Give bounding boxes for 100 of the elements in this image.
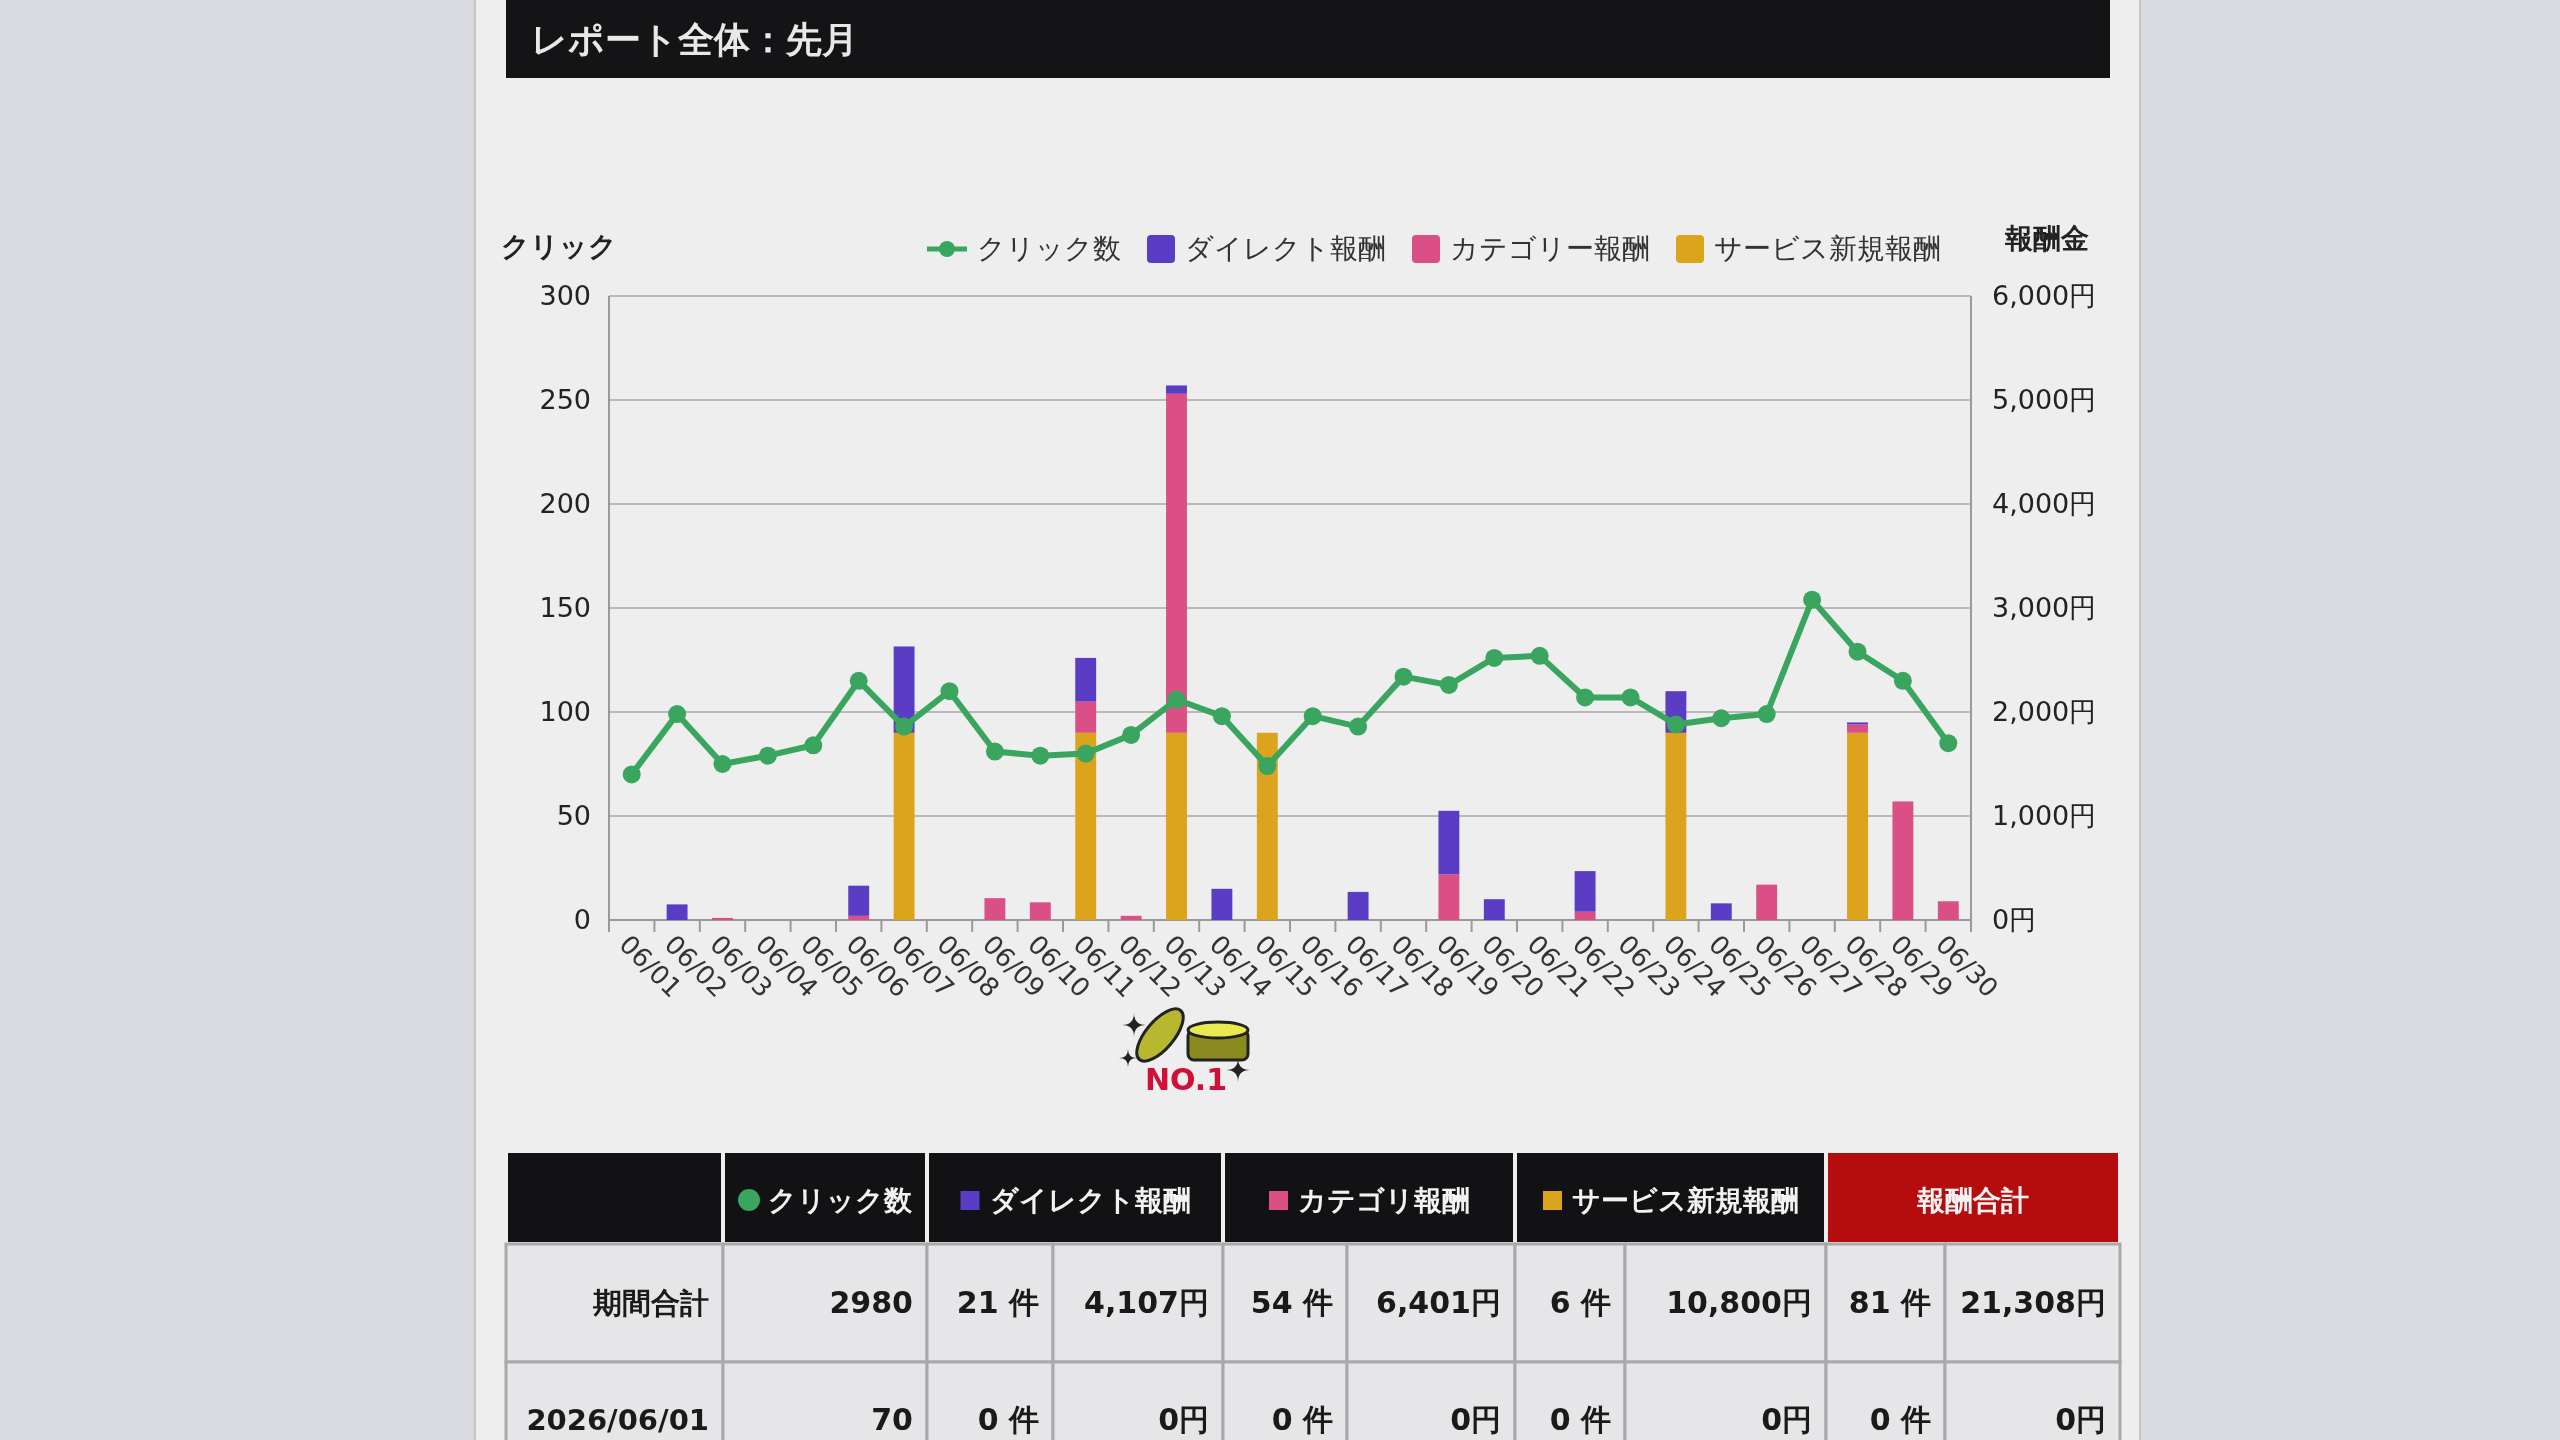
text: 2980 [829, 1285, 913, 1320]
bar [893, 732, 915, 920]
legend-label: ダイレクト報酬 [1185, 232, 1386, 265]
y-tick-label: 50 [556, 800, 591, 831]
bar [1075, 732, 1097, 920]
point [1621, 688, 1640, 707]
legend-label: クリック数 [977, 232, 1121, 265]
text: 21 件 [956, 1285, 1039, 1320]
bar [1756, 884, 1778, 920]
category-label: 2026/06/01 [526, 1403, 709, 1437]
text: 21,308円 [1960, 1285, 2106, 1320]
y-tick-label: 0 [573, 904, 591, 935]
point [1530, 646, 1549, 665]
text: 0 件 [1271, 1402, 1333, 1437]
text: 10,800円 [1666, 1285, 1812, 1320]
bar [1665, 732, 1687, 920]
bar [1574, 871, 1596, 912]
bar [984, 898, 1006, 920]
point [1167, 690, 1186, 709]
y-tick-label: 200 [539, 488, 591, 519]
category-label: クリック数 [768, 1184, 913, 1217]
bar [1847, 724, 1868, 733]
category-label: ダイレクト報酬 [989, 1184, 1191, 1217]
point [1666, 715, 1685, 734]
category-label: 報酬合計 [1916, 1184, 2029, 1217]
y2-tick-label: 4,000円 [1992, 488, 2097, 519]
y-tick-label: 150 [539, 592, 591, 623]
point [758, 746, 777, 765]
point [1576, 688, 1595, 707]
bar [1029, 902, 1051, 920]
bar [1256, 732, 1278, 920]
y2-tick-label: 5,000円 [1992, 384, 2097, 415]
point [1712, 709, 1731, 728]
point [1258, 757, 1277, 776]
text: 70 [871, 1402, 913, 1437]
legend-label: サービス新規報酬 [1714, 232, 1941, 265]
bar [1120, 915, 1142, 920]
y2-tick-label: 0円 [1992, 904, 2037, 935]
text: 0 件 [1869, 1402, 1931, 1437]
bar [1937, 901, 1959, 920]
bar [1574, 911, 1596, 920]
point [1439, 675, 1458, 694]
bar [666, 904, 688, 920]
bar [1710, 903, 1732, 920]
point [849, 671, 868, 690]
bar [1166, 385, 1187, 394]
category-label: サービス新規報酬 [1572, 1184, 1799, 1217]
bar [1347, 891, 1369, 920]
point [1848, 642, 1867, 661]
y2-tick-label: 3,000円 [1992, 592, 2097, 623]
point [1803, 590, 1822, 609]
bar [712, 917, 733, 920]
bar [1211, 888, 1233, 920]
text: 4,107円 [1084, 1285, 1209, 1320]
point [1893, 671, 1912, 690]
category-label: 期間合計 [593, 1286, 709, 1320]
point [1939, 734, 1958, 753]
point [668, 705, 687, 724]
point [940, 682, 959, 701]
text: 0 件 [977, 1402, 1039, 1437]
bar [1075, 701, 1097, 733]
point [1757, 705, 1776, 724]
point [1349, 717, 1368, 736]
y-axis-title: クリック [501, 230, 617, 263]
text: 0円 [2055, 1402, 2106, 1437]
bar [1847, 732, 1868, 920]
text: 81 件 [1848, 1285, 1931, 1320]
point [1076, 744, 1095, 763]
text: 0円 [1450, 1402, 1501, 1437]
bar [1483, 899, 1505, 920]
y2-tick-label: 1,000円 [1992, 800, 2097, 831]
y2-tick-label: 6,000円 [1992, 280, 2097, 311]
y-tick-label: 300 [539, 280, 591, 311]
category-label: カテゴリ報酬 [1298, 1184, 1470, 1217]
bar [848, 915, 870, 920]
y-tick-label: 100 [539, 696, 591, 727]
point [985, 742, 1004, 761]
legend-label: カテゴリー報酬 [1450, 232, 1650, 265]
point [713, 755, 732, 773]
text: NO.1 [1144, 1062, 1228, 1097]
text: 0 件 [1549, 1402, 1611, 1437]
bar [1075, 657, 1097, 702]
point [1122, 725, 1141, 744]
point [1485, 648, 1504, 667]
text: 54 件 [1250, 1285, 1333, 1320]
point [895, 717, 914, 736]
point [804, 736, 823, 755]
text: 6,401円 [1376, 1285, 1501, 1320]
bar [1166, 393, 1187, 733]
point [1031, 746, 1050, 765]
text: 0円 [1761, 1402, 1812, 1437]
bar [848, 885, 870, 916]
point [622, 765, 641, 784]
point [1212, 707, 1231, 726]
bar [1892, 801, 1914, 920]
bar [1438, 874, 1460, 920]
text: 0円 [1158, 1402, 1209, 1437]
y2-tick-label: 2,000円 [1992, 696, 2097, 727]
y2-axis-title: 報酬金 [2004, 222, 2089, 255]
point [1394, 667, 1413, 686]
